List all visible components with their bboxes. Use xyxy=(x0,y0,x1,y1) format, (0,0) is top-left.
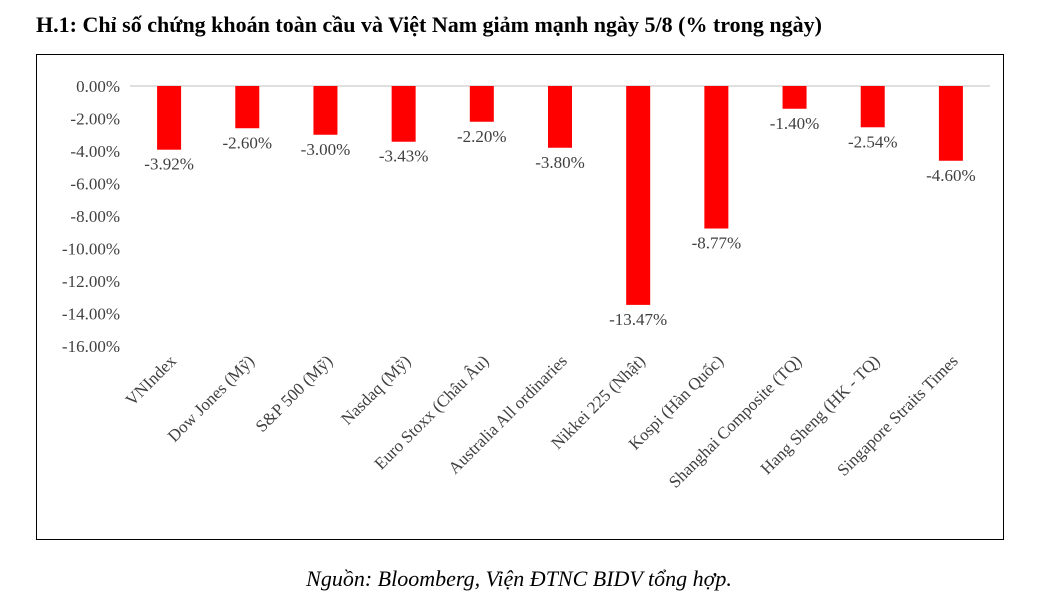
data-label: -1.40% xyxy=(770,114,820,133)
data-label: -3.80% xyxy=(535,153,585,172)
chart-title: H.1: Chỉ số chứng khoán toàn cầu và Việt… xyxy=(36,12,822,37)
data-label: -2.54% xyxy=(848,132,898,151)
y-tick-label: -4.00% xyxy=(70,142,120,161)
data-label: -2.20% xyxy=(457,127,507,146)
x-tick-label: VNIndex xyxy=(122,351,181,410)
y-tick-label: -14.00% xyxy=(62,305,120,324)
bar xyxy=(548,86,572,148)
bar xyxy=(860,86,885,128)
data-label: -2.60% xyxy=(222,133,272,152)
y-tick-label: -12.00% xyxy=(62,272,120,291)
y-tick-label: -10.00% xyxy=(62,240,120,259)
bar xyxy=(313,86,338,135)
bar xyxy=(938,86,963,161)
data-label: -3.43% xyxy=(379,147,429,166)
bar xyxy=(157,86,182,150)
x-tick-label: Nasdaq (Mỹ) xyxy=(337,351,414,428)
chart-frame xyxy=(36,54,1004,540)
y-tick-label: -8.00% xyxy=(70,207,120,226)
bar xyxy=(391,86,416,142)
data-label: -13.47% xyxy=(609,310,667,329)
y-tick-label: -16.00% xyxy=(62,337,120,356)
data-label: -3.00% xyxy=(301,140,351,159)
data-label: -3.92% xyxy=(144,155,194,174)
data-label: -4.60% xyxy=(926,166,976,185)
bar xyxy=(704,86,729,229)
bar xyxy=(782,86,807,109)
y-tick-label: -6.00% xyxy=(70,175,120,194)
bar xyxy=(469,86,494,122)
bar xyxy=(626,86,651,305)
source-note: Nguồn: Bloomberg, Viện ĐTNC BIDV tổng hợ… xyxy=(306,566,732,591)
bar xyxy=(235,86,260,129)
x-tick-label: Shanghai Composite (TQ) xyxy=(665,351,805,491)
data-label: -8.77% xyxy=(692,234,742,253)
y-tick-label: -2.00% xyxy=(70,110,120,129)
x-tick-label: S&P 500 (Mỹ) xyxy=(252,351,336,435)
y-tick-label: 0.00% xyxy=(76,77,120,96)
